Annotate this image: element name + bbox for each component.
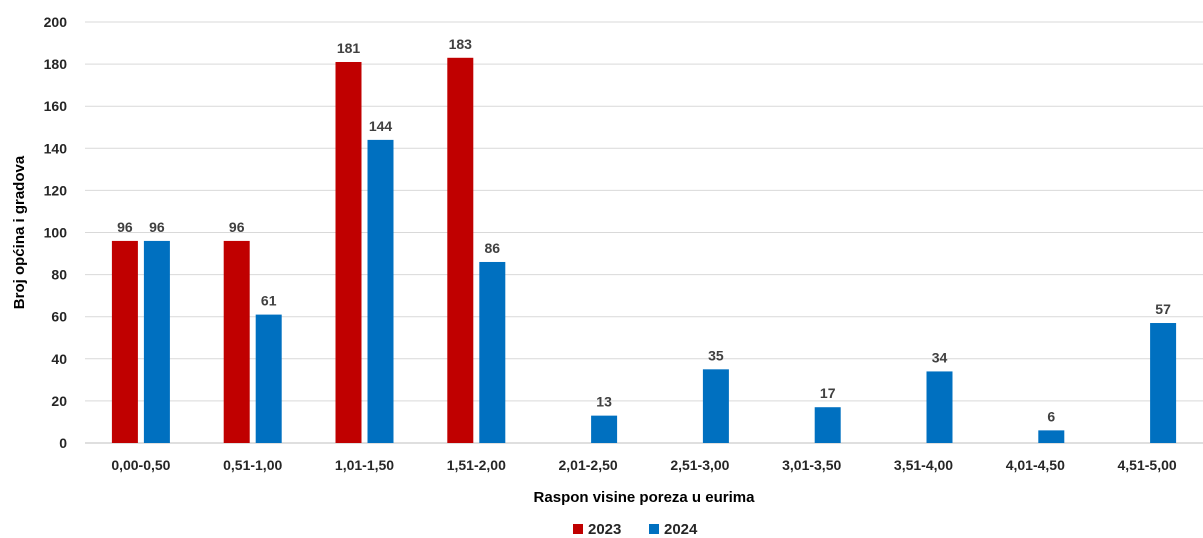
data-label: 96 [117, 219, 133, 235]
bar-2024 [591, 415, 618, 443]
y-tick-label: 100 [44, 225, 68, 241]
y-tick-label: 40 [51, 351, 67, 367]
legend-swatch-2024 [649, 524, 659, 534]
bar-2023 [335, 61, 362, 444]
x-tick-label: 2,01-2,50 [559, 457, 618, 473]
data-label: 96 [229, 219, 245, 235]
bar-2024 [814, 407, 841, 443]
data-label: 6 [1047, 408, 1055, 424]
x-tick-label: 1,51-2,00 [447, 457, 506, 473]
x-tick-label: 0,00-0,50 [111, 457, 170, 473]
bar-2023 [447, 57, 474, 443]
legend-swatch-2023 [573, 524, 583, 534]
x-tick-label: 1,01-1,50 [335, 457, 394, 473]
y-tick-label: 20 [51, 393, 67, 409]
bars [111, 57, 1177, 444]
x-tick-label: 0,51-1,00 [223, 457, 282, 473]
x-axis-ticks: 0,00-0,50 0,51-1,00 1,01-1,50 1,51-2,00 2,01… [111, 457, 1177, 473]
y-tick-label: 200 [44, 14, 68, 30]
bar-2024 [367, 139, 394, 443]
x-tick-label: 3,51-4,00 [894, 457, 953, 473]
y-tick-label: 140 [44, 140, 68, 156]
data-labels: 96 96 96 61 181 144 183 86 13 35 17 34 6 57 [117, 36, 1171, 425]
bar-2024 [926, 371, 953, 443]
data-label: 61 [261, 293, 277, 309]
y-tick-label: 120 [44, 182, 68, 198]
data-label: 144 [369, 118, 393, 134]
bar-2024 [702, 369, 729, 443]
y-tick-label: 60 [51, 309, 67, 325]
y-tick-label: 180 [44, 56, 68, 72]
data-label: 34 [932, 349, 948, 365]
data-label: 17 [820, 385, 836, 401]
y-axis-title: Broj općina i gradova [11, 155, 28, 309]
data-label: 86 [485, 240, 501, 256]
data-label: 13 [596, 394, 612, 410]
x-tick-label: 3,01-3,50 [782, 457, 841, 473]
x-tick-label: 2,51-3,00 [670, 457, 729, 473]
y-axis-ticks: 0 20 40 60 80 100 120 140 160 180 200 [44, 14, 68, 451]
x-axis-title: Raspon visine poreza u eurima [534, 489, 756, 506]
x-tick-label: 4,51-5,00 [1118, 457, 1177, 473]
y-tick-label: 0 [59, 435, 67, 451]
x-tick-label: 4,01-4,50 [1006, 457, 1065, 473]
bar-2024 [143, 240, 170, 443]
bar-2023 [223, 240, 250, 443]
data-label: 181 [337, 40, 361, 56]
legend: 2023 2024 [573, 521, 698, 538]
legend-label-2024: 2024 [664, 521, 698, 538]
bar-2024 [1150, 323, 1177, 443]
bar-2024 [479, 261, 506, 443]
legend-label-2023: 2023 [588, 521, 621, 538]
gridlines [85, 21, 1203, 444]
bar-2024 [1038, 430, 1065, 443]
y-tick-label: 160 [44, 98, 68, 114]
data-label: 183 [449, 36, 473, 52]
bar-2023 [111, 240, 138, 443]
bar-2024 [255, 314, 282, 443]
data-label: 96 [149, 219, 165, 235]
y-tick-label: 80 [51, 267, 67, 283]
data-label: 57 [1155, 301, 1171, 317]
data-label: 35 [708, 347, 724, 363]
